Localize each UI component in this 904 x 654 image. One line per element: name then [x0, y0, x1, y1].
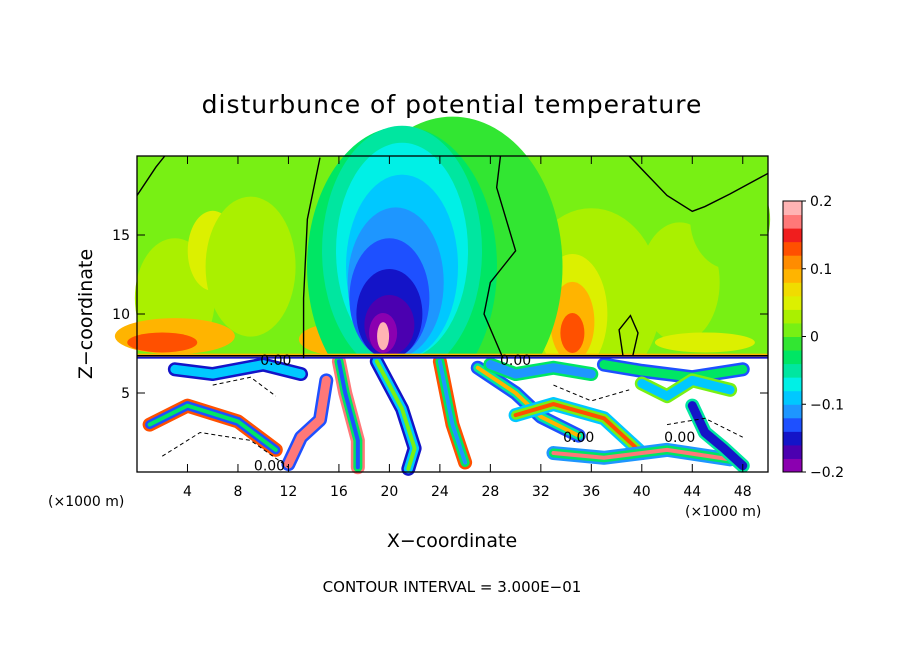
colorbar-swatch: [783, 417, 802, 432]
colorbar-swatch: [783, 377, 802, 392]
contour-label: 0.00: [664, 430, 695, 446]
x-tick-label: 44: [683, 484, 701, 500]
contour-line-2: [136, 155, 166, 196]
lower-band-9-1: [687, 401, 748, 471]
chart-title: disturbunce of potential temperature: [202, 90, 703, 119]
z-axis-ticks: 5 10 15: [112, 228, 768, 402]
lower-band-7-1: [599, 360, 748, 382]
x-tick-label: 32: [532, 484, 550, 500]
z-tick-label: 15: [112, 228, 130, 244]
upper-field-patch-12: [654, 332, 755, 353]
lower-band-1-1: [170, 360, 306, 379]
contour-line-3: [628, 155, 769, 213]
colorbar-swatch: [783, 295, 802, 310]
contour-dashed-3: [666, 417, 743, 438]
contour-label: 0.00: [260, 353, 291, 369]
lower-band-3-2: [374, 359, 417, 471]
colorbar-swatch: [783, 336, 802, 351]
lower-field: [137, 354, 768, 476]
contour-line-4: [618, 314, 639, 356]
x-tick-label: 28: [481, 484, 499, 500]
colorbar-swatch: [783, 444, 802, 459]
lower-band-11-1: [485, 360, 596, 379]
colorbar-swatch: [783, 404, 802, 419]
contour-label: 0.00: [563, 430, 594, 446]
lower-band-10-1: [283, 375, 331, 469]
colorbar-swatch: [783, 458, 802, 473]
z-tick-label: 10: [112, 307, 130, 323]
colorbar-tick-label: 0: [810, 330, 819, 346]
x-tick-label: 48: [734, 484, 752, 500]
upper-field-patch-9: [639, 222, 720, 343]
upper-field-patch-10: [690, 169, 771, 270]
colorbar-swatch: [783, 241, 802, 256]
contour-dashed-1: [212, 376, 277, 397]
colorbar-swatch: [783, 228, 802, 243]
upper-field-patch-3: [127, 332, 198, 353]
x-tick-label: 36: [582, 484, 600, 500]
contour-label: 0.00: [254, 459, 285, 475]
x-tick-label: 8: [233, 484, 242, 500]
colorbar-tick-label: −0.2: [810, 465, 844, 481]
x-axis-ticks: 4 8 12 16 20 24 28 32 36 40 44 48: [183, 156, 752, 500]
x-tick-label: 16: [330, 484, 348, 500]
lower-band-4-2: [437, 359, 468, 465]
z-axis-label: Z−coordinate: [75, 249, 97, 379]
x-tick-label: 12: [280, 484, 298, 500]
contour-line-0: [302, 157, 321, 359]
colorbar-swatch: [783, 390, 802, 405]
contour-label: 0.00: [500, 353, 531, 369]
plot-area: 0.00 0.00 0.00 0.00 0.00: [114, 116, 771, 476]
upper-field-patch-8: [560, 312, 585, 353]
colorbar-swatch: [783, 268, 802, 283]
lower-band-6-2: [513, 402, 644, 456]
x-tick-label: 24: [431, 484, 449, 500]
colorbar-swatch: [783, 282, 802, 297]
colorbar-swatch: [783, 201, 802, 216]
lower-band-12-1: [637, 375, 735, 401]
colorbar-swatch: [783, 350, 802, 365]
x-axis-label: X−coordinate: [387, 530, 517, 552]
z-unit-right: (×1000 m): [685, 504, 761, 520]
colorbar-swatch: [783, 309, 802, 324]
upper-field: [114, 116, 771, 417]
lower-band-0-2: [147, 403, 278, 452]
colorbar-swatch: [783, 255, 802, 270]
contour-line-1: [483, 155, 517, 359]
colorbar-tick-label: 0.1: [810, 262, 832, 278]
x-unit-left: (×1000 m): [48, 494, 124, 510]
contours: [136, 155, 769, 468]
contour-dashed-0: [161, 431, 289, 468]
colorbar-tick-label: −0.1: [810, 397, 844, 413]
interface-strip-dark: [137, 356, 768, 359]
lower-band-8-2: [551, 447, 733, 462]
upper-field-patch-23: [377, 322, 390, 351]
colorbar-swatch: [783, 431, 802, 446]
colorbar-swatch: [783, 214, 802, 229]
colorbar-swatch: [783, 322, 802, 337]
x-tick-label: 20: [380, 484, 398, 500]
colorbar: 0.2 0.1 0 −0.1 −0.2: [782, 194, 844, 481]
x-tick-label: 4: [183, 484, 192, 500]
z-tick-label: 5: [121, 386, 130, 402]
upper-field-patch-4: [205, 196, 296, 337]
lower-band-2-2: [336, 359, 360, 470]
contour-interval: CONTOUR INTERVAL = 3.000E−01: [323, 578, 582, 596]
x-tick-label: 40: [633, 484, 651, 500]
colorbar-tick-label: 0.2: [810, 194, 832, 210]
colorbar-swatch: [783, 363, 802, 378]
